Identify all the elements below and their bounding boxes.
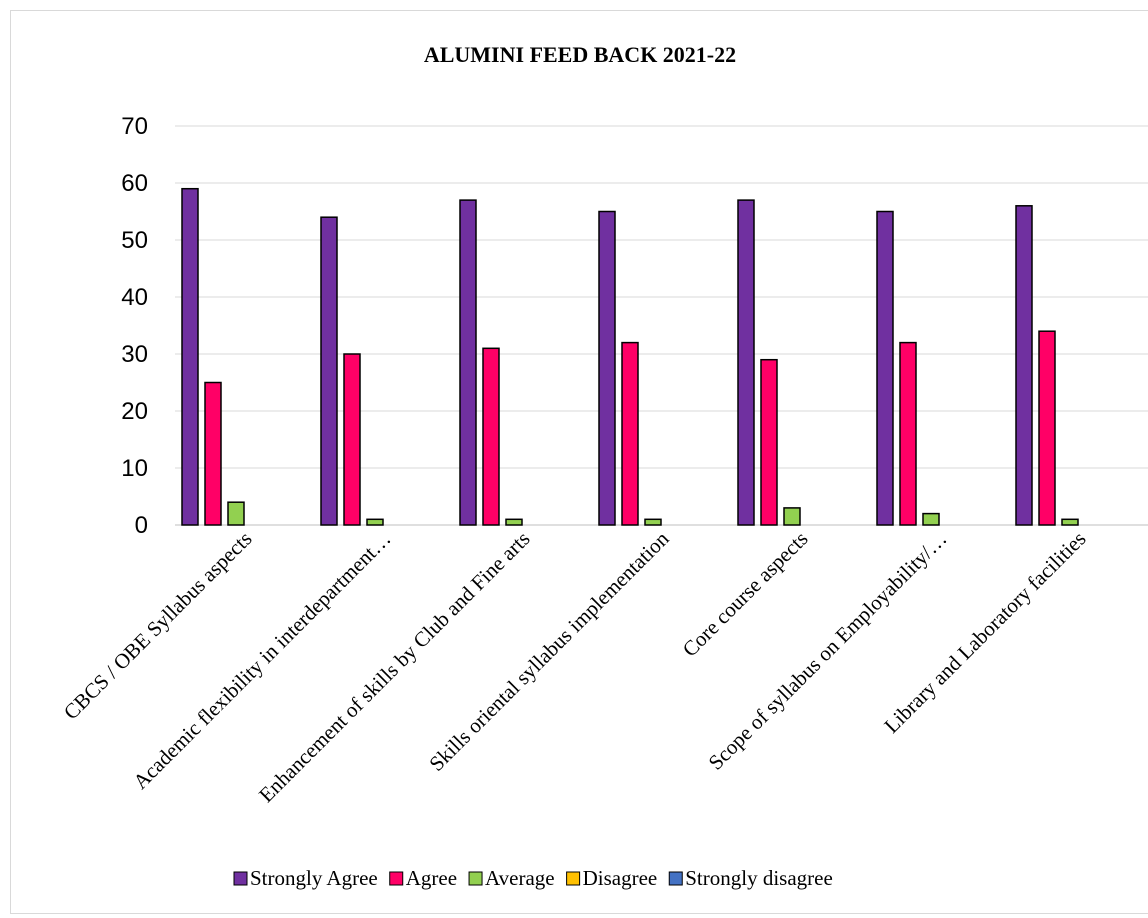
bar-agree <box>899 341 917 526</box>
chart-title: ALUMINI FEED BACK 2021-22 <box>424 42 736 67</box>
legend-swatch <box>389 871 404 886</box>
legend-label: Strongly disagree <box>685 866 833 890</box>
y-tick-label: 0 <box>135 512 148 539</box>
bar-average <box>644 518 662 526</box>
bar-strongly-agree <box>1015 205 1033 526</box>
y-tick-label: 60 <box>121 170 148 197</box>
bar-strongly-agree <box>181 187 199 526</box>
legend-label: Disagree <box>583 866 658 890</box>
y-tick-label: 30 <box>121 341 148 368</box>
bar-agree <box>1038 330 1056 526</box>
legend-swatch <box>468 871 483 886</box>
legend-swatch <box>668 871 683 886</box>
x-tick-label: Core course aspects <box>678 527 813 662</box>
bar-strongly-agree <box>598 210 616 526</box>
y-tick-label: 20 <box>121 398 148 425</box>
bar-strongly-agree <box>459 199 477 526</box>
legend-swatch <box>233 871 248 886</box>
bar-agree <box>343 353 361 526</box>
legend-label: Strongly Agree <box>250 866 378 890</box>
bar-strongly-agree <box>737 199 755 526</box>
legend-label: Average <box>485 866 555 890</box>
bar-average <box>783 507 801 526</box>
bar-agree <box>760 358 778 526</box>
y-tick-label: 50 <box>121 227 148 254</box>
x-tick-label: Academic flexibility in interdepartment… <box>128 527 395 794</box>
chart-frame <box>10 10 1148 914</box>
y-tick-label: 40 <box>121 284 148 311</box>
legend: Strongly Agree Agree Average Disagree Strong… <box>233 866 833 890</box>
bars <box>181 187 1079 526</box>
bar-average <box>366 518 384 526</box>
bar-average <box>505 518 523 526</box>
bar-agree <box>204 381 222 526</box>
y-tick-label: 10 <box>121 455 148 482</box>
bar-agree <box>482 347 500 526</box>
legend-swatch <box>566 871 581 886</box>
bar-agree <box>621 341 639 526</box>
x-tick-label: Enhancement of skills by Club and Fine a… <box>254 527 535 808</box>
x-tick-label: Skills oriental syllabus implementation <box>424 526 674 776</box>
legend-label: Agree <box>406 866 457 890</box>
x-tick-label: Scope of syllabus on Employability/… <box>704 527 952 775</box>
bar-average <box>1061 518 1079 526</box>
bar-average <box>227 501 245 526</box>
bar-average <box>922 512 940 526</box>
bar-strongly-agree <box>320 216 338 526</box>
y-tick-label: 70 <box>121 113 148 140</box>
y-axis: 0 10 20 30 40 50 60 70 <box>121 113 148 539</box>
bar-strongly-agree <box>876 210 894 526</box>
